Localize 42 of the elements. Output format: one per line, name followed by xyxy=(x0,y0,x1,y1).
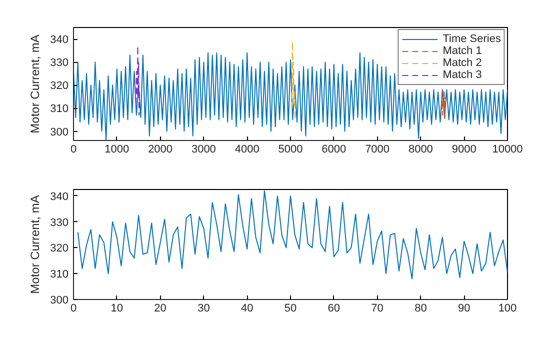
x-tick-label: 50 xyxy=(284,302,297,314)
x-tick-label: 2000 xyxy=(148,144,173,156)
x-tick-label: 5000 xyxy=(278,144,303,156)
x-tick-label: 6000 xyxy=(322,144,346,156)
x-tick-label: 30 xyxy=(198,302,210,314)
x-tick-label: 60 xyxy=(328,302,340,314)
x-tick-label: 80 xyxy=(414,302,427,314)
y-tick-label: 300 xyxy=(50,126,69,138)
x-tick-label: 0 xyxy=(70,144,77,156)
y-axis-title: Motor Current, mA xyxy=(28,34,42,134)
legend-label: Match 1 xyxy=(442,45,482,57)
y-tick-label: 310 xyxy=(50,268,69,281)
y-tick-label: 330 xyxy=(50,216,69,229)
legend-label: Time Series xyxy=(442,33,501,45)
legend-label: Match 2 xyxy=(442,57,482,69)
y-tick-label: 340 xyxy=(50,190,69,203)
line-series xyxy=(77,190,508,280)
line-series xyxy=(135,45,140,116)
y-axis-title: Motor Current, mA xyxy=(28,195,42,294)
x-tick-label: 90 xyxy=(458,302,470,314)
x-tick-label: 10 xyxy=(110,302,124,314)
x-tick-label: 10000 xyxy=(492,144,523,156)
y-tick-label: 310 xyxy=(50,103,69,116)
x-tick-label: 20 xyxy=(154,302,166,314)
y-tick-label: 320 xyxy=(50,242,69,255)
x-tick-label: 40 xyxy=(240,302,254,314)
y-tick-label: 300 xyxy=(50,294,69,306)
x-tick-label: 7000 xyxy=(365,144,390,156)
y-tick-label: 340 xyxy=(50,34,69,46)
x-tick-label: 1000 xyxy=(104,144,130,156)
x-tick-label: 8000 xyxy=(408,144,433,156)
y-tick-label: 320 xyxy=(50,80,69,92)
line-series xyxy=(291,40,296,120)
x-tick-label: 70 xyxy=(371,302,384,314)
x-tick-label: 100 xyxy=(498,302,517,314)
x-tick-label: 3000 xyxy=(191,144,216,156)
x-tick-label: 0 xyxy=(70,302,77,314)
legend-label: Match 3 xyxy=(442,69,482,81)
line-series xyxy=(441,89,446,120)
x-tick-label: 9000 xyxy=(452,144,476,156)
y-tick-label: 330 xyxy=(50,57,69,70)
x-tick-label: 4000 xyxy=(234,144,260,156)
